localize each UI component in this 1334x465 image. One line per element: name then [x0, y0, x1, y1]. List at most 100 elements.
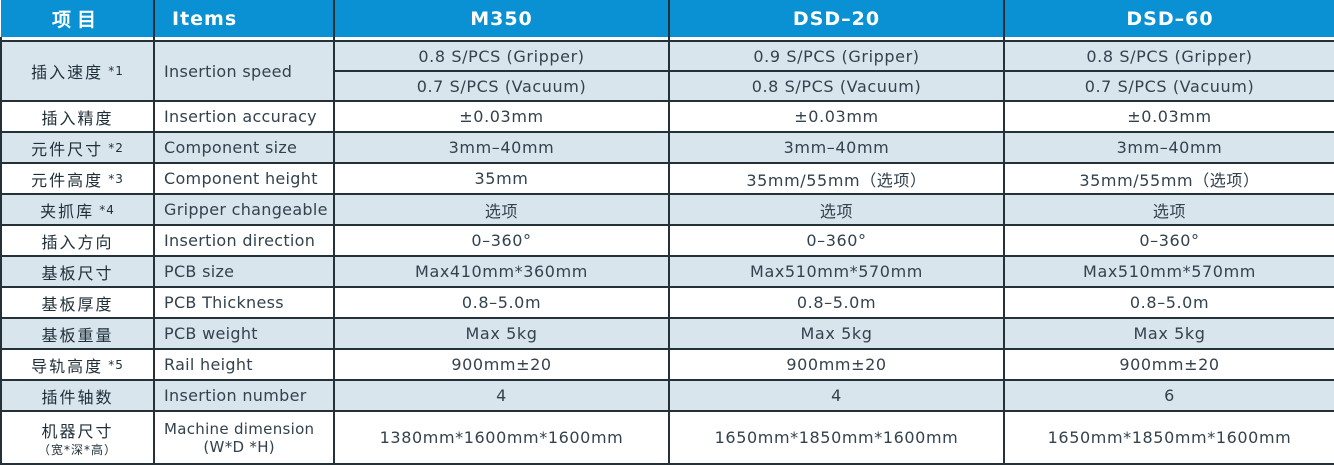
- spec-value-cell: 选项: [668, 193, 1005, 226]
- spec-value-cell: 35mm/55mm（选项）: [668, 162, 1005, 195]
- table-row: 基板厚度 PCB Thickness 0.8–5.0m 0.8–5.0m 0.8–5.0…: [0, 286, 1334, 319]
- row-label-en: Machine dimension (W*D *H): [153, 410, 335, 465]
- spec-value-cell: 3mm–40mm: [668, 131, 1005, 164]
- row-label-en: Insertion accuracy: [153, 100, 335, 133]
- row-label-zh: 夹抓库 *4: [0, 193, 155, 226]
- row-label-en-wrap: Machine dimension (W*D *H): [164, 420, 314, 456]
- header-col-model: DSD–60: [1003, 0, 1334, 37]
- spec-value-cell: 0.8 S/PCS (Gripper): [333, 40, 670, 72]
- header-gap-row: [0, 37, 1334, 41]
- spec-value-cell: 1650mm*1850mm*1600mm: [668, 410, 1005, 465]
- row-label-zh: 元件高度 *3: [0, 162, 155, 195]
- row-label-zh-text: 基板尺寸: [41, 263, 114, 283]
- spec-value-cell: 0.8–5.0m: [1003, 286, 1334, 319]
- header-gap-cell: [153, 37, 335, 41]
- row-label-zh-text: 插入方向: [41, 232, 114, 252]
- row-label-zh: 插入精度: [0, 100, 155, 133]
- footnote-marker: *2: [108, 140, 124, 155]
- table-row: 基板尺寸 PCB size Max410mm*360mm Max510mm*570mm…: [0, 255, 1334, 288]
- spec-value-cell: 900mm±20: [333, 348, 670, 381]
- row-label-zh: 导轨高度 *5: [0, 348, 155, 381]
- spec-value-cell: 4: [668, 379, 1005, 412]
- spec-value-cell: 6: [1003, 379, 1334, 412]
- spec-value-cell: 3mm–40mm: [333, 131, 670, 164]
- row-label-zh: 机器尺寸 （宽*深*高）: [0, 410, 155, 465]
- row-label-en: PCB Thickness: [153, 286, 335, 319]
- row-label-en: PCB size: [153, 255, 335, 288]
- row-label-zh: 插件轴数: [0, 379, 155, 412]
- table-row: 导轨高度 *5 Rail height 900mm±20 900mm±20 900mm±2…: [0, 348, 1334, 381]
- row-label-zh: 插入方向: [0, 224, 155, 257]
- row-label-en: PCB weight: [153, 317, 335, 350]
- row-label-en: Insertion number: [153, 379, 335, 412]
- spec-value-cell: 0.8 S/PCS (Vacuum): [668, 70, 1005, 102]
- header-gap-cell: [668, 37, 1005, 41]
- spec-value-cell: 0–360°: [333, 224, 670, 257]
- header-row: 项目 Items M350 DSD–20 DSD–60: [1, 0, 1334, 37]
- spec-value-cell: 3mm–40mm: [1003, 131, 1334, 164]
- table-row: 插件轴数 Insertion number 4 4 6: [0, 379, 1334, 412]
- spec-value-cell: 1650mm*1850mm*1600mm: [1003, 410, 1334, 465]
- row-label-zh-text: 基板重量: [41, 325, 114, 345]
- spec-value-cell: Max410mm*360mm: [333, 255, 670, 288]
- row-label-en: Component size: [153, 131, 335, 164]
- spec-value-cell: Max510mm*570mm: [1003, 255, 1334, 288]
- row-label-en-text: Machine dimension: [164, 419, 315, 438]
- spec-value-cell: Max 5kg: [333, 317, 670, 350]
- spec-value-cell: 35mm/55mm（选项）: [1003, 162, 1334, 195]
- row-label-zh-text: 基板厚度: [41, 294, 114, 314]
- row-label-en: Rail height: [153, 348, 335, 381]
- spec-value-cell: 0.9 S/PCS (Gripper): [668, 40, 1005, 72]
- spec-value-cell: ±0.03mm: [1003, 100, 1334, 133]
- row-label-en-sub: (W*D *H): [203, 437, 275, 456]
- table-row: 元件尺寸 *2 Component size 3mm–40mm 3mm–40mm 3mm–…: [0, 131, 1334, 164]
- row-label-zh-text: 导轨高度: [31, 356, 104, 376]
- spec-value-cell: ±0.03mm: [333, 100, 670, 133]
- spec-value-cell: ±0.03mm: [668, 100, 1005, 133]
- spec-value-cell: 0.7 S/PCS (Vacuum): [1003, 70, 1334, 102]
- row-label-zh: 基板厚度: [0, 286, 155, 319]
- spec-value-cell: 900mm±20: [1003, 348, 1334, 381]
- footnote-marker: *1: [108, 64, 124, 78]
- table-row: 插入速度 *1 Insertion speed 0.8 S/PCS (Gripper)…: [0, 40, 1334, 102]
- spec-value-cell: 0.7 S/PCS (Vacuum): [333, 70, 670, 102]
- footnote-marker: *4: [99, 202, 115, 217]
- table-row: 夹抓库 *4 Gripper changeable 选项 选项 选项: [0, 193, 1334, 226]
- table-row: 0.7 S/PCS (Vacuum) 0.8 S/PCS (Vacuum) 0.7 …: [1, 70, 1334, 102]
- row-label-zh-text: 插件轴数: [41, 387, 114, 407]
- spec-value-cell: 35mm: [333, 162, 670, 195]
- table-row: 基板重量 PCB weight Max 5kg Max 5kg Max 5kg: [0, 317, 1334, 350]
- table-row: 插入精度 Insertion accuracy ±0.03mm ±0.03mm ±0.0…: [0, 100, 1334, 133]
- spec-value-cell: Max510mm*570mm: [668, 255, 1005, 288]
- row-label-en: Component height: [153, 162, 335, 195]
- table-row: 元件高度 *3 Component height 35mm 35mm/55mm（选项） 3…: [0, 162, 1334, 195]
- row-label-zh: 插入速度 *1: [0, 40, 155, 102]
- spec-value-cell: 900mm±20: [668, 348, 1005, 381]
- row-label-en: Gripper changeable: [153, 193, 335, 226]
- spec-value-cell: 0–360°: [1003, 224, 1334, 257]
- header-col-items-en: Items: [153, 0, 335, 37]
- header-col-items-zh: 项目: [1, 0, 155, 37]
- spec-value-cell: 4: [333, 379, 670, 412]
- row-label-zh-text: 元件尺寸: [31, 139, 104, 159]
- header-col-model: DSD–20: [668, 0, 1005, 37]
- row-label-zh: 元件尺寸 *2: [0, 131, 155, 164]
- table-header: 项目 Items M350 DSD–20 DSD–60: [1, 0, 1334, 37]
- row-label-zh: 基板尺寸: [0, 255, 155, 288]
- row-label-en: Insertion speed: [153, 40, 335, 102]
- spec-value-cell: 0.8–5.0m: [668, 286, 1005, 319]
- spec-value-cell: Max 5kg: [668, 317, 1005, 350]
- row-label-zh-sub: （宽*深*高）: [37, 442, 117, 457]
- spec-value-cell: 0.8 S/PCS (Gripper): [1003, 40, 1334, 72]
- footnote-marker: *3: [108, 171, 124, 186]
- row-label-zh-text: 插入精度: [41, 108, 114, 128]
- table-row: 机器尺寸 （宽*深*高） Machine dimension (W*D *H) 1380…: [0, 410, 1334, 465]
- row-label-en: Insertion direction: [153, 224, 335, 257]
- spec-value-cell: Max 5kg: [1003, 317, 1334, 350]
- row-label-zh-text: 夹抓库: [40, 201, 95, 221]
- header-col-model: M350: [333, 0, 670, 37]
- row-label-zh: 基板重量: [0, 317, 155, 350]
- table-row: 插入方向 Insertion direction 0–360° 0–360° 0–360…: [0, 224, 1334, 257]
- footnote-marker: *5: [108, 357, 124, 372]
